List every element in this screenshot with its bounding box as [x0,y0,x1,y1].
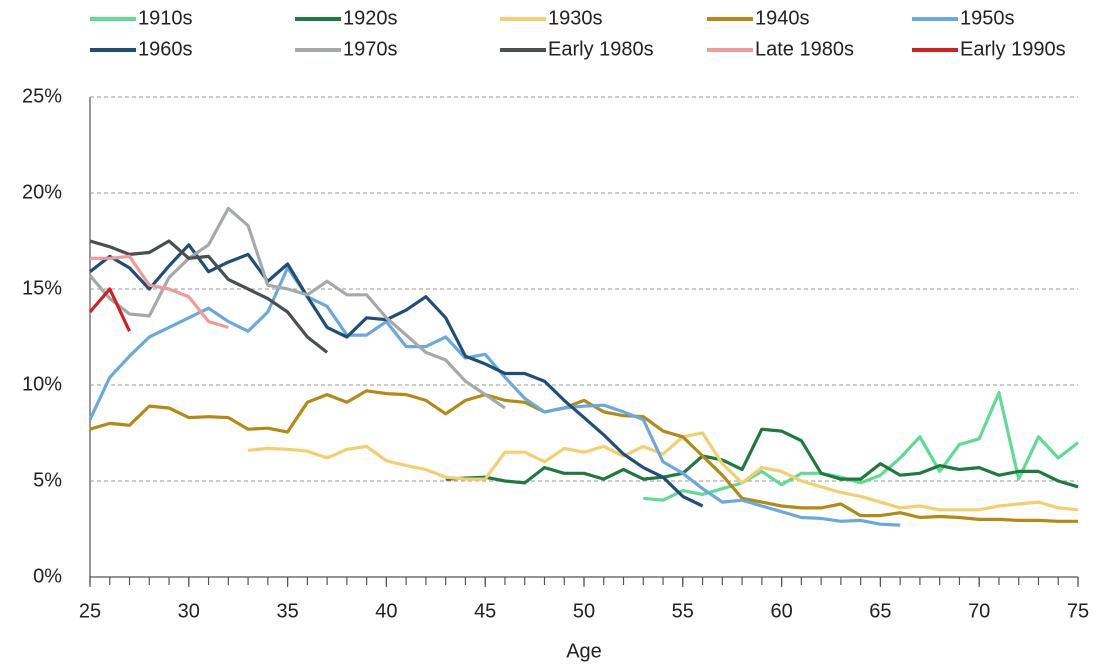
x-tick-label: 70 [968,600,990,622]
x-tick-label: 30 [178,600,200,622]
x-tick-label: 75 [1067,600,1089,622]
legend-label: 1910s [138,7,193,29]
series-line [247,431,1079,512]
series-line [89,239,329,354]
x-tick-label: 25 [79,600,101,622]
series-line [88,206,506,410]
series-line [90,254,229,329]
series-line [643,391,1079,502]
legend-label: 1950s [960,7,1015,29]
series-line [88,287,131,332]
y-tick-label: 20% [22,181,62,203]
x-tick-label: 65 [869,600,891,622]
x-tick-label: 50 [573,600,595,622]
x-tick-label: 55 [672,600,694,622]
legend-label: 1960s [138,38,193,60]
series-line [89,243,704,508]
series-line [445,427,1079,489]
x-axis-label: Age [566,640,602,662]
x-tick-label: 60 [770,600,792,622]
y-tick-label: 25% [22,85,62,107]
x-tick-label: 40 [375,600,397,622]
y-tick-label: 5% [33,469,62,491]
legend-label: Early 1990s [960,38,1066,60]
legend-label: 1970s [343,38,398,60]
y-tick-label: 15% [22,277,62,299]
y-tick-label: 10% [22,373,62,395]
series-line [88,266,901,527]
legend-label: Early 1980s [548,38,654,60]
y-tick-label: 0% [33,565,62,587]
legend-label: 1920s [343,7,398,29]
series-line [89,389,1078,523]
legend-label: 1930s [548,7,603,29]
x-tick-label: 45 [474,600,496,622]
legend-label: Late 1980s [755,38,854,60]
legend-label: 1940s [755,7,810,29]
x-tick-label: 35 [276,600,298,622]
